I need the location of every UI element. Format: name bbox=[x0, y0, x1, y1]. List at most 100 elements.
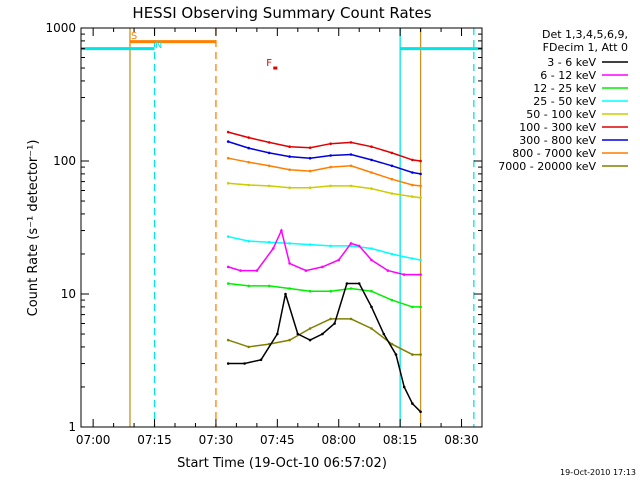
series-line-5 bbox=[228, 182, 421, 199]
series-point-5-10 bbox=[411, 195, 414, 198]
series-point-8-2 bbox=[247, 160, 250, 164]
series-point-4-8 bbox=[370, 247, 373, 250]
x-tick-label-6: 08:15 bbox=[383, 433, 418, 447]
series-point-3-7 bbox=[349, 287, 353, 290]
series-point-9-9 bbox=[390, 342, 394, 346]
series-point-1-1 bbox=[226, 362, 230, 365]
flag-bars bbox=[81, 40, 482, 70]
series-point-6-6 bbox=[329, 142, 332, 145]
series-point-5-3 bbox=[267, 184, 271, 188]
series-point-4-10 bbox=[411, 257, 414, 260]
x-tick-label-2: 07:15 bbox=[137, 433, 172, 447]
legend-label-8: 800 - 7000 keV bbox=[512, 147, 596, 160]
series-point-3-2 bbox=[247, 284, 250, 288]
series-point-3-6 bbox=[329, 289, 332, 293]
series-point-7-3 bbox=[267, 151, 271, 155]
series-point-8-3 bbox=[267, 164, 271, 168]
series-point-1-5 bbox=[284, 292, 287, 296]
series-point-6-5 bbox=[308, 146, 312, 149]
series-point-1-17 bbox=[419, 410, 422, 414]
series-point-1-15 bbox=[402, 385, 406, 389]
x-tick-label-5: 08:00 bbox=[321, 433, 356, 447]
x-tick-label-4: 07:45 bbox=[260, 433, 295, 447]
series-point-2-12 bbox=[370, 258, 373, 262]
annotation-1: S bbox=[131, 31, 137, 42]
legend-header-2: FDecim 1, Att 0 bbox=[543, 41, 628, 54]
annotation-2: N bbox=[155, 40, 162, 51]
y-tick-label-2: 10 bbox=[61, 287, 76, 301]
series-point-4-3 bbox=[267, 240, 271, 244]
series-point-2-8 bbox=[321, 265, 324, 269]
series-point-3-8 bbox=[370, 289, 373, 293]
legend-label-2: 6 - 12 keV bbox=[540, 69, 596, 82]
series-point-9-7 bbox=[349, 317, 353, 321]
legend-label-9: 7000 - 20000 keV bbox=[498, 160, 596, 173]
series-point-3-9 bbox=[390, 298, 394, 302]
series-point-7-11 bbox=[419, 172, 422, 176]
series-point-5-6 bbox=[329, 184, 332, 188]
series-point-1-8 bbox=[321, 332, 324, 336]
legend-label-5: 50 - 100 keV bbox=[526, 108, 596, 121]
series-point-1-10 bbox=[345, 282, 349, 285]
series-point-8-8 bbox=[370, 171, 373, 174]
series-line-8 bbox=[228, 157, 421, 187]
series-layer bbox=[226, 130, 422, 414]
series-line-9 bbox=[227, 318, 421, 356]
legend-label-4: 25 - 50 keV bbox=[533, 95, 596, 108]
series-point-2-4 bbox=[271, 247, 275, 250]
y-tick-label-4: 1000 bbox=[45, 21, 76, 35]
series-point-9-2 bbox=[247, 345, 250, 349]
series-line-3 bbox=[228, 282, 421, 308]
legend-label-1: 3 - 6 keV bbox=[547, 56, 596, 69]
series-point-7-1 bbox=[226, 140, 230, 143]
series-point-1-4 bbox=[276, 332, 279, 336]
series-point-6-2 bbox=[247, 136, 250, 139]
series-point-9-1 bbox=[226, 338, 230, 342]
series-point-3-4 bbox=[288, 287, 291, 290]
series-point-1-12 bbox=[370, 305, 373, 309]
legend-label-7: 300 - 800 keV bbox=[519, 134, 596, 147]
series-point-7-9 bbox=[390, 164, 394, 168]
series-point-3-1 bbox=[226, 282, 230, 285]
legend: Det 1,3,4,5,6,9,FDecim 1, Att 0 3 - 6 keV… bbox=[498, 28, 628, 173]
series-point-5-7 bbox=[349, 184, 353, 188]
x-tick-label-7: 08:30 bbox=[444, 433, 479, 447]
series-point-8-1 bbox=[226, 156, 230, 160]
axes: 07:00 07:15 07:30 07:45 08:00 08:15 08:30 1 10 10… bbox=[45, 21, 483, 447]
legend-header-1: Det 1,3,4,5,6,9, bbox=[542, 28, 628, 41]
series-point-9-8 bbox=[370, 327, 373, 330]
legend-label-3: 12 - 25 keV bbox=[533, 82, 596, 95]
series-point-8-4 bbox=[288, 168, 291, 171]
annotations: S N F bbox=[131, 31, 272, 69]
series-point-3-10 bbox=[411, 305, 414, 309]
series-point-1-11 bbox=[357, 282, 361, 285]
annotation-3: F bbox=[266, 58, 272, 69]
series-point-2-7 bbox=[304, 269, 308, 272]
series-point-2-13 bbox=[386, 269, 390, 272]
footer-timestamp: 19-Oct-2010 17:13 bbox=[560, 468, 636, 477]
series-point-3-5 bbox=[308, 289, 312, 293]
series-point-5-11 bbox=[419, 196, 422, 199]
series-point-8-10 bbox=[411, 183, 414, 187]
series-point-5-4 bbox=[288, 186, 291, 189]
plot-frame bbox=[80, 27, 483, 428]
series-point-5-1 bbox=[226, 182, 230, 185]
series-point-4-11 bbox=[419, 258, 422, 262]
series-point-6-8 bbox=[370, 145, 373, 148]
series-point-2-6 bbox=[288, 262, 291, 265]
vertical-markers bbox=[129, 28, 475, 427]
series-point-2-2 bbox=[239, 269, 242, 272]
series-point-5-9 bbox=[390, 192, 394, 195]
series-point-2-9 bbox=[337, 258, 341, 262]
y-axis-label: Count Rate (s⁻¹ detector⁻¹) bbox=[26, 140, 41, 317]
series-point-2-11 bbox=[357, 244, 361, 248]
series-point-1-3 bbox=[259, 358, 263, 362]
series-point-4-2 bbox=[247, 239, 250, 243]
y-tick-label-1: 1 bbox=[68, 420, 76, 434]
chart-title: HESSI Observing Summary Count Rates bbox=[132, 4, 431, 22]
series-point-9-11 bbox=[419, 353, 422, 356]
series-point-8-6 bbox=[329, 165, 332, 169]
series-point-1-16 bbox=[411, 402, 414, 405]
series-point-6-3 bbox=[267, 141, 271, 144]
series-point-2-10 bbox=[349, 242, 353, 245]
